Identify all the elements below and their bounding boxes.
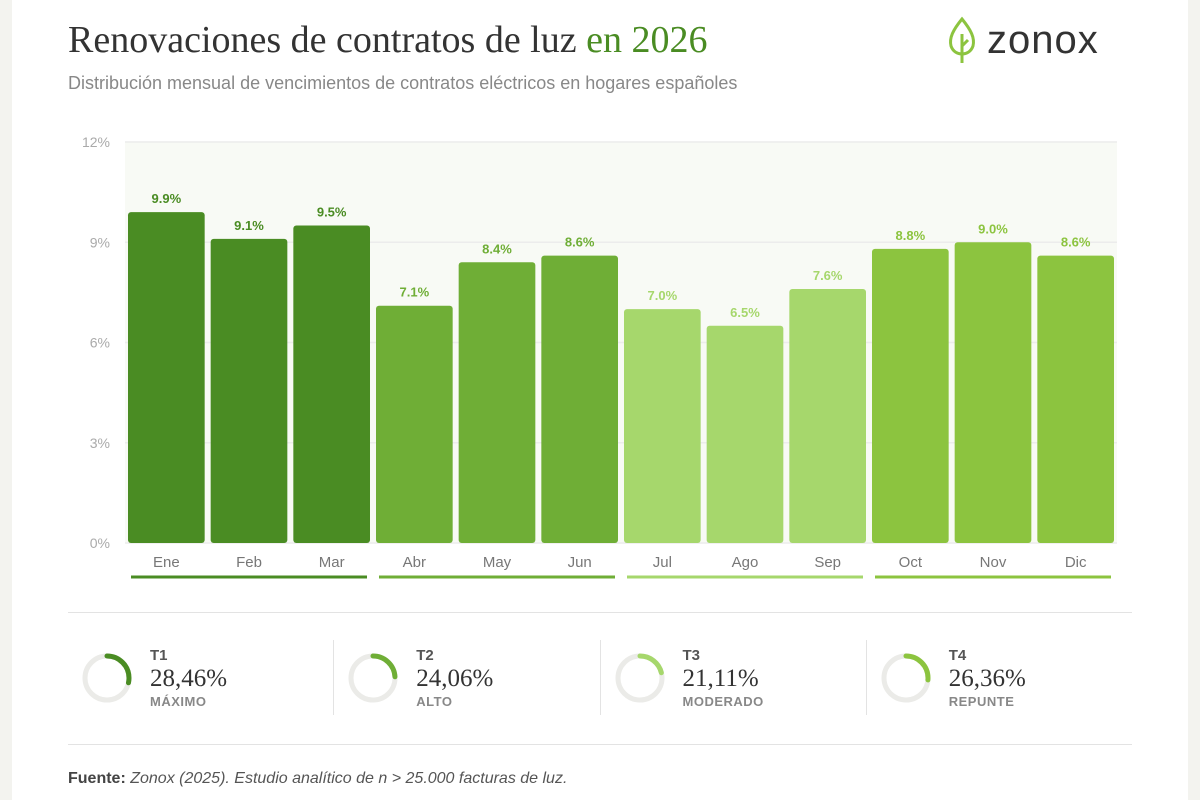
kpi-label: MÁXIMO (150, 693, 207, 709)
bar-nov (954, 242, 1032, 543)
source-label: Fuente: (68, 770, 126, 787)
data-label: 9.0% (978, 221, 1008, 236)
y-tick-label: 0% (90, 535, 110, 551)
x-tick-label: Oct (899, 554, 923, 571)
data-label: 8.6% (565, 235, 595, 250)
logo-text: zonox (987, 17, 1099, 62)
kpi-label: REPUNTE (948, 693, 1015, 709)
kpi-quarter: T2 (416, 646, 434, 664)
page-title: Renovaciones de contratos de luz en 2026 (68, 18, 707, 62)
kpi-value: 24,06% (416, 664, 494, 692)
bar-jun (541, 255, 618, 543)
divider (68, 612, 1132, 613)
data-label: 7.0% (648, 288, 678, 303)
divider (68, 744, 1132, 745)
donut-arc (348, 653, 398, 702)
x-tick-label: Nov (980, 554, 1007, 571)
source-text: Zonox (2025). Estudio analítico de n > 2… (130, 770, 568, 787)
x-tick-label: Feb (236, 554, 262, 571)
data-label: 7.6% (813, 268, 843, 283)
x-tick-label: Jun (568, 554, 592, 571)
bar-ene (128, 212, 205, 544)
kpi-t3: T3 21,11% MODERADO (599, 640, 866, 715)
bar-abr (376, 305, 453, 543)
data-label: 8.6% (1061, 235, 1091, 250)
kpi-quarter: T3 (682, 646, 701, 664)
data-label: 9.1% (234, 218, 264, 233)
leaf-icon (949, 16, 975, 63)
data-label: 7.1% (400, 285, 430, 300)
bar-sep (789, 289, 866, 543)
subtitle: Distribución mensual de vencimientos de … (68, 73, 738, 93)
y-tick-label: 12% (82, 134, 110, 150)
x-tick-label: Ago (732, 554, 759, 571)
kpi-label: MODERADO (682, 693, 764, 709)
donut-icon (348, 653, 398, 702)
bar-feb (210, 238, 288, 543)
x-tick-label: Dic (1065, 554, 1087, 571)
bar-may (458, 262, 536, 543)
bar-jul (624, 309, 701, 543)
kpi-value: 21,11% (682, 664, 759, 692)
title-main: Renovaciones de contratos de luz (68, 19, 577, 61)
kpi-value: 26,36% (948, 664, 1026, 692)
source-note: Fuente: Zonox (2025). Estudio analítico … (68, 770, 567, 788)
bar-chart: 0% 3% 6% 9% 12% 9.9% Ene 9.1% Feb 9.5% Mar 7.1% Abr 8… (82, 134, 1117, 579)
x-tick-label: May (483, 554, 512, 571)
title-accent: en 2026 (586, 19, 708, 61)
x-tick-label: Mar (319, 554, 345, 571)
quarter-summary: T1 28,46% MÁXIMO T2 24,06% ALTO T3 21,11% MODE… (68, 640, 1132, 715)
data-label: 8.8% (896, 228, 926, 243)
kpi-t4: T4 26,36% REPUNTE (865, 640, 1132, 715)
donut-icon (615, 653, 664, 702)
donut-arc (881, 653, 931, 702)
y-tick-label: 9% (90, 234, 110, 250)
bar-dic (1037, 255, 1114, 543)
bar-mar (293, 225, 370, 543)
kpi-quarter: T1 (150, 646, 168, 664)
logo: zonox (945, 16, 1099, 64)
kpi-value: 28,46% (150, 664, 228, 692)
x-tick-label: Abr (403, 554, 426, 571)
bar-ago (706, 325, 784, 543)
y-tick-label: 6% (90, 335, 110, 351)
donut-icon (881, 653, 931, 702)
kpi-label: ALTO (416, 693, 453, 709)
bar-oct (872, 248, 949, 543)
kpi-t2: T2 24,06% ALTO (333, 640, 599, 715)
kpi-quarter: T4 (948, 646, 967, 664)
x-tick-label: Sep (814, 554, 841, 571)
data-label: 9.9% (152, 191, 182, 206)
data-label: 8.4% (482, 241, 512, 256)
data-label: 6.5% (730, 305, 760, 320)
kpi-t1: T1 28,46% MÁXIMO (68, 640, 333, 715)
donut-arc (615, 653, 664, 702)
donut-arc (82, 653, 132, 702)
data-label: 9.5% (317, 205, 347, 220)
y-tick-label: 3% (90, 435, 110, 451)
x-tick-label: Jul (653, 554, 672, 571)
x-tick-label: Ene (153, 554, 180, 571)
donut-icon (82, 653, 132, 702)
